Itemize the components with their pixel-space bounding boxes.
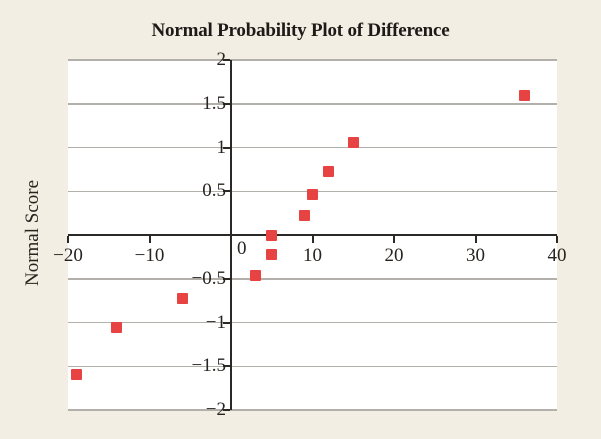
- data-point: [70, 368, 82, 380]
- x-tick-label: 10: [303, 245, 322, 266]
- gridline-y-1.5: [68, 103, 557, 105]
- y-tick-mark: [223, 321, 230, 324]
- y-tick-mark: [223, 102, 230, 105]
- y-tick-label: −1: [205, 311, 226, 333]
- x-tick-label: −10: [134, 245, 165, 266]
- gridline-y-1: [68, 146, 557, 149]
- y-tick-mark: [223, 59, 230, 61]
- gridline-y-−1: [68, 321, 557, 324]
- origin-label: 0: [237, 238, 247, 259]
- y-tick-label: 2: [216, 49, 227, 70]
- x-tick-label: 40: [547, 245, 567, 266]
- x-tick-mark: [556, 236, 558, 243]
- gridline-y-2: [68, 59, 557, 61]
- y-tick-mark: [223, 146, 230, 149]
- data-point: [323, 165, 335, 177]
- x-axis-line: [68, 234, 557, 236]
- gridline-y-−2: [68, 409, 557, 411]
- y-tick-label: −1.5: [191, 355, 226, 377]
- y-tick-label: 1: [216, 136, 227, 158]
- x-tick-mark: [393, 236, 395, 243]
- data-point: [307, 189, 318, 201]
- y-tick-label: −2: [205, 399, 226, 420]
- y-tick-mark: [223, 190, 230, 193]
- gridline-y-−1.5: [68, 365, 557, 367]
- x-tick-mark: [311, 236, 314, 243]
- data-point: [298, 210, 310, 222]
- data-point: [347, 136, 359, 148]
- data-point: [266, 229, 278, 241]
- data-point: [176, 293, 188, 305]
- y-tick-label: 1.5: [202, 92, 226, 114]
- data-point: [111, 322, 123, 334]
- y-axis-title: Normal Score: [22, 179, 43, 287]
- plot-area: −20 −10 0 10 20 30 40 2 1.5 1 0.5 −0.5 −1 −1.5 −2: [53, 50, 566, 420]
- y-tick-label: −0.5: [191, 267, 226, 289]
- x-tick-mark: [474, 236, 477, 243]
- y-tick-mark: [223, 365, 230, 368]
- data-point: [249, 269, 261, 281]
- y-axis-line: [230, 60, 232, 410]
- y-tick-mark: [223, 277, 230, 280]
- gridline-y-−0.5: [68, 278, 557, 280]
- y-tick-label: 0.5: [202, 180, 226, 202]
- chart-title: Normal Probability Plot of Difference: [151, 20, 450, 41]
- x-tick-label: 30: [466, 245, 485, 266]
- data-point: [266, 248, 278, 260]
- x-tick-label: 20: [384, 245, 404, 266]
- x-tick-label: −20: [53, 245, 83, 266]
- x-tick-mark: [148, 236, 151, 243]
- data-point: [518, 90, 530, 102]
- y-tick-mark: [223, 409, 230, 411]
- x-tick-mark: [67, 236, 69, 243]
